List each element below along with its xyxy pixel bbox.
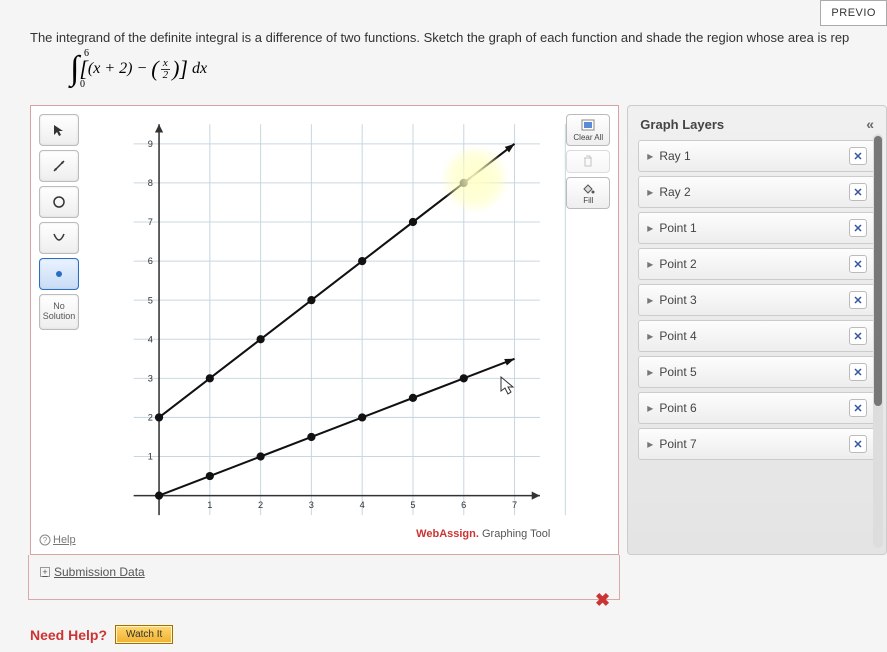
- watch-it-button[interactable]: Watch It: [115, 625, 173, 644]
- layer-label: Ray 1: [659, 149, 690, 163]
- svg-text:6: 6: [461, 500, 466, 510]
- layer-label: Point 4: [659, 329, 696, 343]
- layer-row[interactable]: ▸ Ray 1 ✕: [638, 140, 876, 172]
- layer-row[interactable]: ▸ Point 4 ✕: [638, 320, 876, 352]
- layer-label: Point 5: [659, 365, 696, 379]
- svg-text:9: 9: [148, 139, 153, 149]
- svg-text:4: 4: [148, 334, 153, 344]
- chevron-right-icon: ▸: [647, 257, 653, 271]
- delete-layer-button[interactable]: ✕: [849, 435, 867, 453]
- help-link[interactable]: ? Help: [39, 534, 83, 546]
- right-toolbar: Clear All Fill: [566, 114, 610, 209]
- delete-layer-button[interactable]: ✕: [849, 147, 867, 165]
- chevron-right-icon: ▸: [647, 149, 653, 163]
- help-label: Help: [53, 534, 76, 546]
- layer-row[interactable]: ▸ Point 2 ✕: [638, 248, 876, 280]
- expr-part: (x + 2): [88, 60, 133, 78]
- delete-button[interactable]: [566, 150, 610, 173]
- point-tool[interactable]: [39, 258, 79, 290]
- chevron-right-icon: ▸: [647, 329, 653, 343]
- integral-expression: ∫60 [ (x + 2) − ( x2 ) ] dx: [70, 50, 207, 88]
- help-icon: ?: [39, 534, 51, 546]
- svg-text:5: 5: [410, 500, 415, 510]
- layer-row[interactable]: ▸ Point 6 ✕: [638, 392, 876, 424]
- fraction-num: x: [161, 58, 170, 70]
- layer-label: Point 2: [659, 257, 696, 271]
- layer-label: Point 1: [659, 221, 696, 235]
- clear-all-label: Clear All: [573, 133, 603, 142]
- need-help-section: Need Help? Watch It: [30, 625, 173, 644]
- svg-text:7: 7: [148, 217, 153, 227]
- layer-label: Point 7: [659, 437, 696, 451]
- line-tool[interactable]: [39, 150, 79, 182]
- pointer-tool[interactable]: [39, 114, 79, 146]
- svg-text:2: 2: [148, 413, 153, 423]
- previous-button[interactable]: PREVIO: [820, 0, 887, 26]
- svg-text:8: 8: [148, 178, 153, 188]
- plus-icon: +: [40, 567, 50, 577]
- svg-text:7: 7: [512, 500, 517, 510]
- layer-row[interactable]: ▸ Ray 2 ✕: [638, 176, 876, 208]
- chevron-right-icon: ▸: [647, 401, 653, 415]
- delete-layer-button[interactable]: ✕: [849, 327, 867, 345]
- layers-panel: Graph Layers « ▸Ray 1 ✕▸Ray 2 ✕▸Point 1 …: [627, 105, 887, 555]
- delete-layer-button[interactable]: ✕: [849, 255, 867, 273]
- layer-label: Ray 2: [659, 185, 690, 199]
- collapse-button[interactable]: «: [866, 116, 874, 132]
- chevron-right-icon: ▸: [647, 365, 653, 379]
- no-solution-tool[interactable]: No Solution: [39, 294, 79, 330]
- scrollbar-thumb[interactable]: [874, 136, 882, 406]
- trash-icon: [581, 154, 595, 168]
- graph-box: No Solution ? Help 1 2 3 4 5 6 7 1 2 3 4 5 6 7 8 9 WebA…: [30, 105, 619, 555]
- delete-layer-button[interactable]: ✕: [849, 399, 867, 417]
- chevron-right-icon: ▸: [647, 185, 653, 199]
- delete-layer-button[interactable]: ✕: [849, 219, 867, 237]
- svg-text:?: ?: [43, 536, 48, 545]
- webassign-rest: Graphing Tool: [479, 528, 550, 540]
- dx-label: dx: [192, 60, 207, 78]
- fill-button[interactable]: Fill: [566, 177, 610, 209]
- svg-text:3: 3: [148, 373, 153, 383]
- svg-text:1: 1: [148, 452, 153, 462]
- question-text: The integrand of the definite integral i…: [30, 30, 877, 45]
- fill-label: Fill: [583, 196, 593, 205]
- circle-tool[interactable]: [39, 186, 79, 218]
- delete-layer-button[interactable]: ✕: [849, 183, 867, 201]
- clear-all-icon: [580, 118, 596, 132]
- chevron-right-icon: ▸: [647, 437, 653, 451]
- submission-data-link[interactable]: + Submission Data: [40, 565, 145, 579]
- fill-icon: [580, 181, 596, 195]
- layer-row[interactable]: ▸ Point 1 ✕: [638, 212, 876, 244]
- svg-text:1: 1: [207, 500, 212, 510]
- delete-layer-button[interactable]: ✕: [849, 291, 867, 309]
- webassign-label: WebAssign. Graphing Tool: [416, 528, 550, 540]
- webassign-bold: WebAssign.: [416, 528, 479, 540]
- submission-label: Submission Data: [54, 565, 145, 579]
- layers-title: Graph Layers: [640, 117, 724, 132]
- parabola-tool[interactable]: [39, 222, 79, 254]
- delete-layer-button[interactable]: ✕: [849, 363, 867, 381]
- svg-text:5: 5: [148, 295, 153, 305]
- layer-row[interactable]: ▸ Point 3 ✕: [638, 284, 876, 316]
- scrollbar-track[interactable]: [873, 134, 883, 548]
- close-button[interactable]: ✖: [595, 590, 610, 611]
- chevron-right-icon: ▸: [647, 293, 653, 307]
- upper-bound: 6: [84, 48, 89, 59]
- graph-canvas[interactable]: 1 2 3 4 5 6 7 1 2 3 4 5 6 7 8 9 WebAssign. Graphing Too…: [89, 114, 610, 546]
- svg-text:4: 4: [360, 500, 365, 510]
- clear-all-button[interactable]: Clear All: [566, 114, 610, 146]
- svg-text:6: 6: [148, 256, 153, 266]
- lower-bound: 0: [80, 79, 85, 90]
- left-toolbar: No Solution ? Help: [39, 114, 83, 546]
- layer-row[interactable]: ▸ Point 7 ✕: [638, 428, 876, 460]
- need-help-label: Need Help?: [30, 627, 107, 643]
- svg-text:2: 2: [258, 500, 263, 510]
- chevron-right-icon: ▸: [647, 221, 653, 235]
- fraction-den: 2: [161, 70, 171, 81]
- layer-label: Point 6: [659, 401, 696, 415]
- layer-label: Point 3: [659, 293, 696, 307]
- layer-row[interactable]: ▸ Point 5 ✕: [638, 356, 876, 388]
- svg-text:3: 3: [309, 500, 314, 510]
